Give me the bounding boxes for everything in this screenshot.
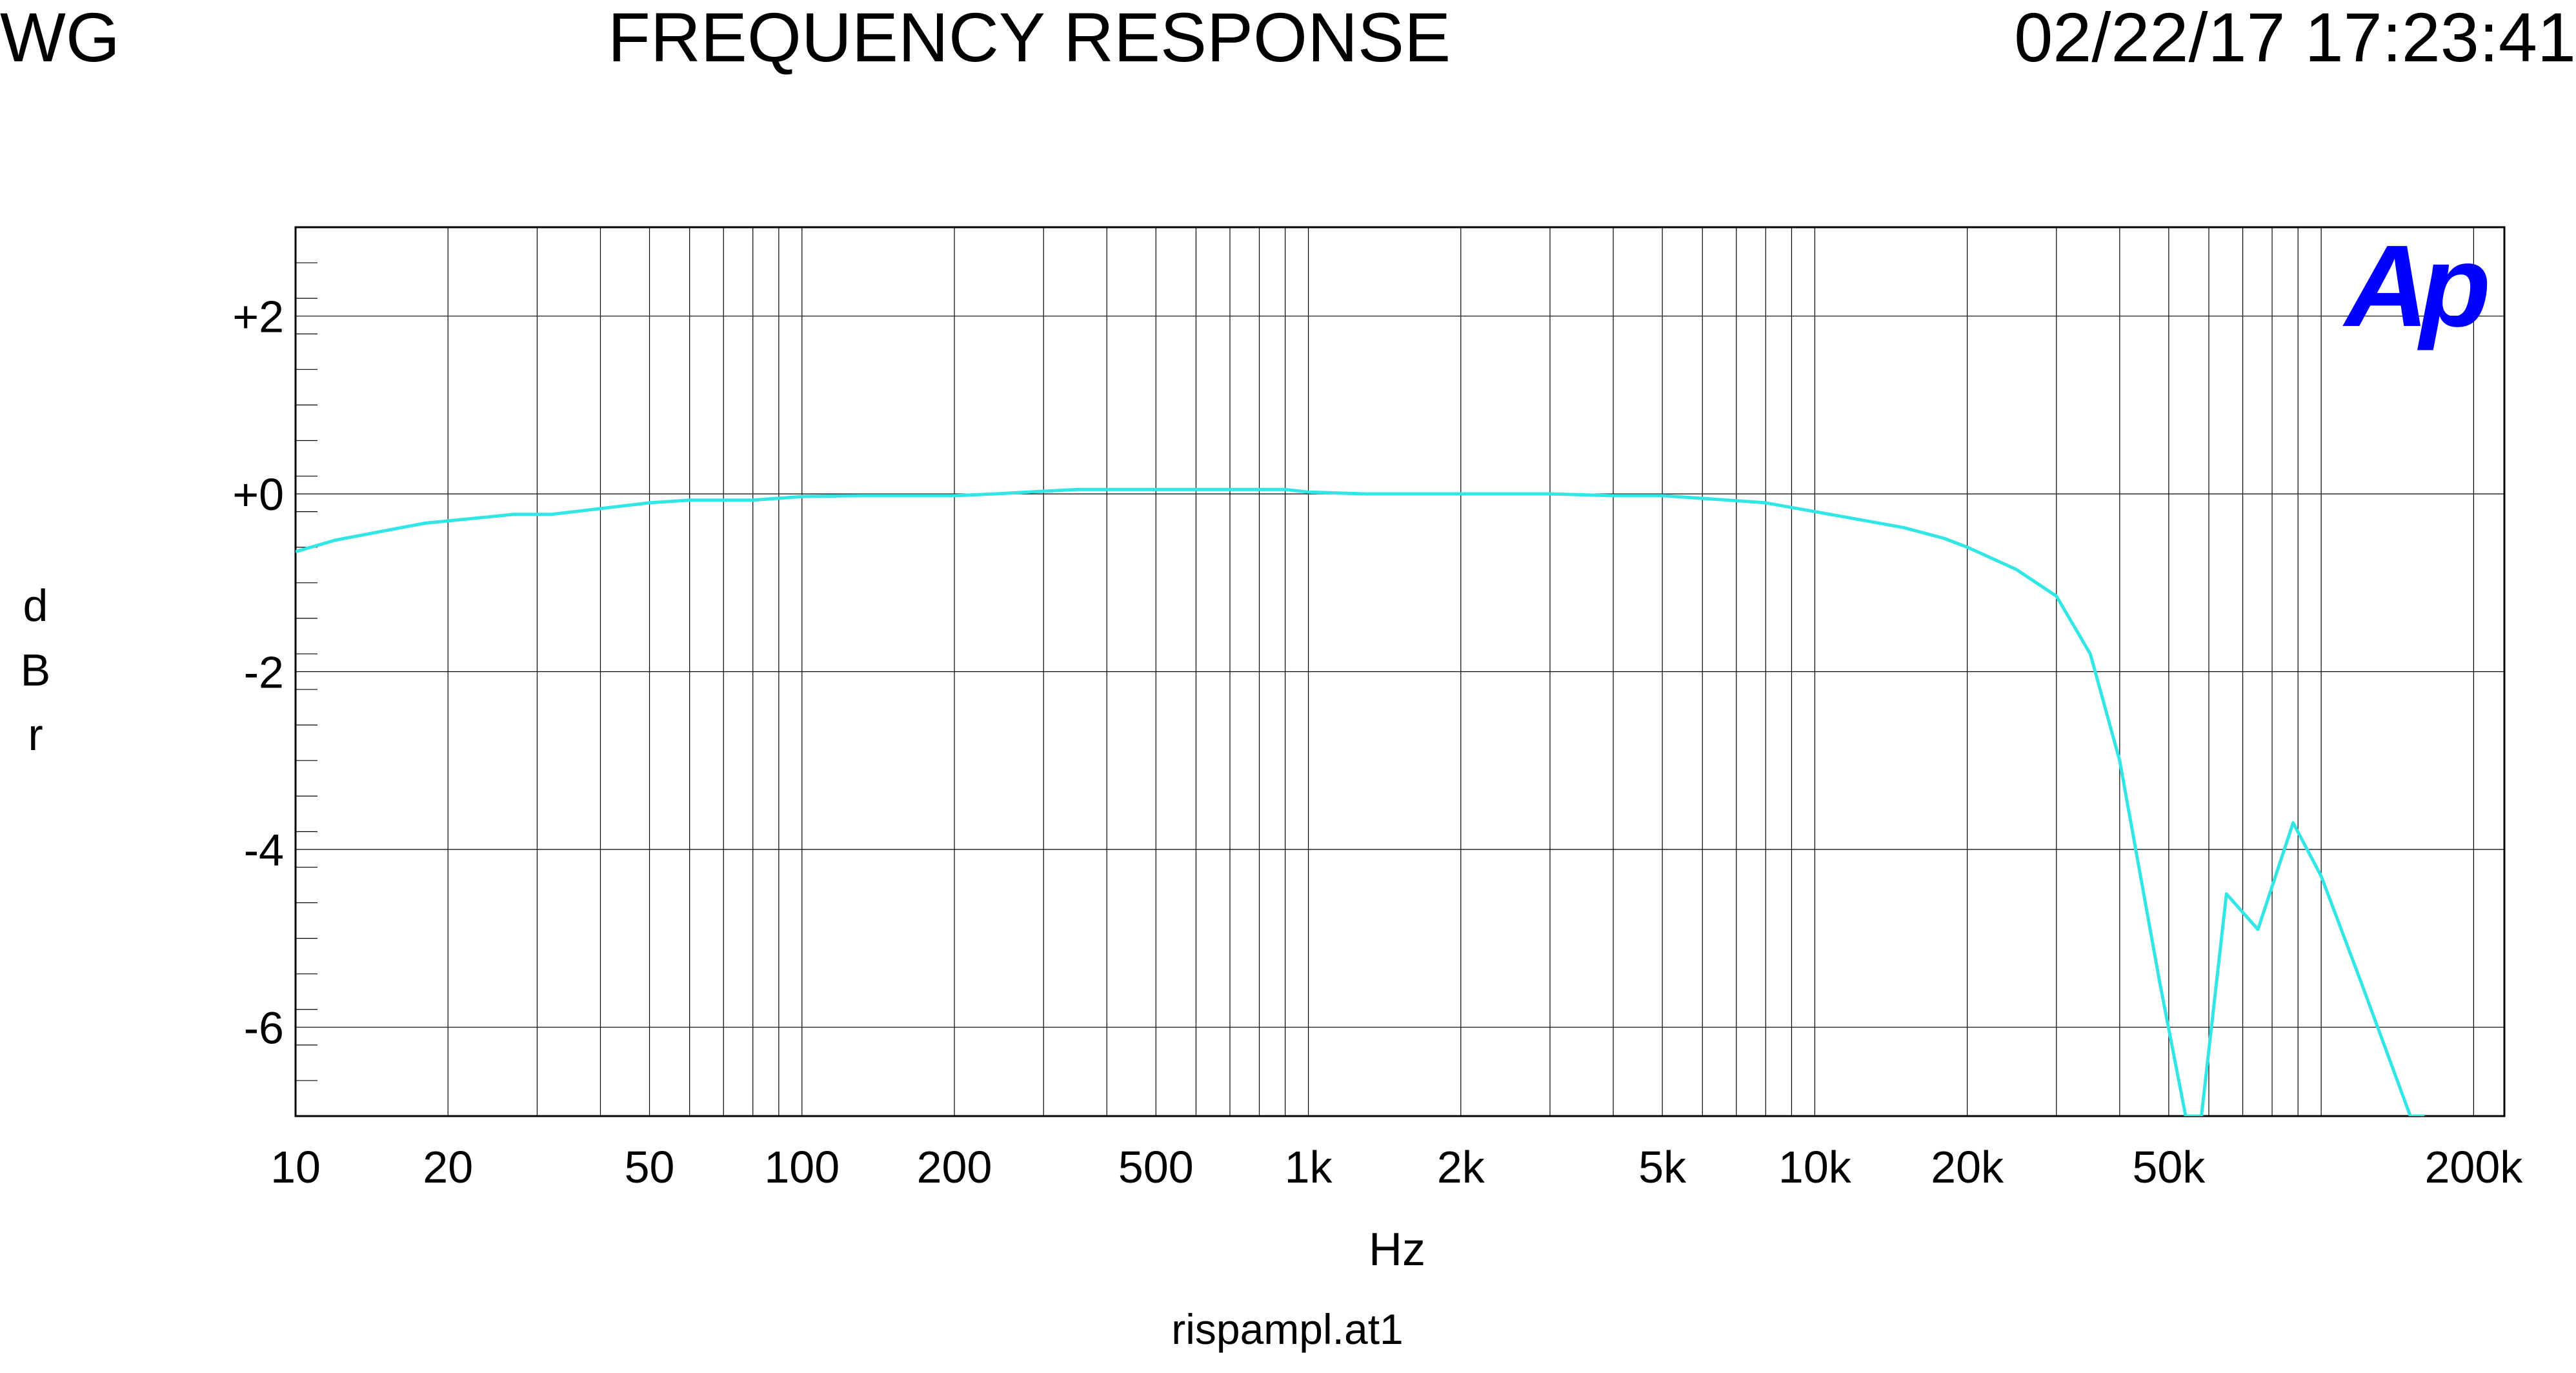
timestamp: 02/22/17 17:23:41 — [2014, 0, 2576, 76]
chart-title: FREQUENCY RESPONSE — [608, 0, 1451, 76]
x-tick-label: 500 — [1118, 1142, 1194, 1192]
y-axis-label-char: r — [28, 709, 43, 760]
y-tick-label: -6 — [244, 1002, 284, 1053]
x-tick-label: 200k — [2424, 1142, 2523, 1192]
x-axis-label: Hz — [1369, 1224, 1425, 1276]
x-tick-label: 10k — [1778, 1142, 1852, 1192]
y-tick-label: -2 — [244, 647, 284, 698]
ap-logo: Ap — [2342, 221, 2488, 351]
x-tick-label: 50 — [625, 1142, 675, 1192]
x-tick-label: 50k — [2132, 1142, 2206, 1192]
x-tick-label: 20k — [1931, 1142, 2004, 1192]
x-tick-labels: 10 20 50 100 200 500 1k 2k 5k 10k 20k 50k 200k — [270, 1142, 2523, 1192]
y-tick-label: -4 — [244, 825, 284, 875]
y-tick-label: +2 — [232, 292, 284, 342]
plot-frame — [294, 226, 2506, 1117]
x-tick-label: 10 — [270, 1142, 321, 1192]
y-tick-label: +0 — [232, 469, 284, 520]
grid — [295, 227, 2504, 1117]
x-tick-label: 1k — [1285, 1142, 1333, 1192]
y-axis-label-char: B — [21, 645, 51, 695]
filename-label: rispampl.at1 — [1171, 1305, 1404, 1353]
header-left-label: WG — [0, 0, 120, 76]
x-tick-label: 5k — [1638, 1142, 1687, 1192]
series-line — [296, 487, 2425, 1116]
x-tick-label: 100 — [764, 1142, 840, 1192]
series-layer — [296, 487, 2425, 1116]
x-tick-label: 20 — [423, 1142, 473, 1192]
x-tick-label: 2k — [1437, 1142, 1485, 1192]
y-axis-label-char: d — [23, 580, 48, 631]
y-tick-labels: +2 +0 -2 -4 -6 — [232, 292, 284, 1053]
y-axis-label: dBr — [21, 580, 51, 760]
x-tick-label: 200 — [917, 1142, 992, 1192]
